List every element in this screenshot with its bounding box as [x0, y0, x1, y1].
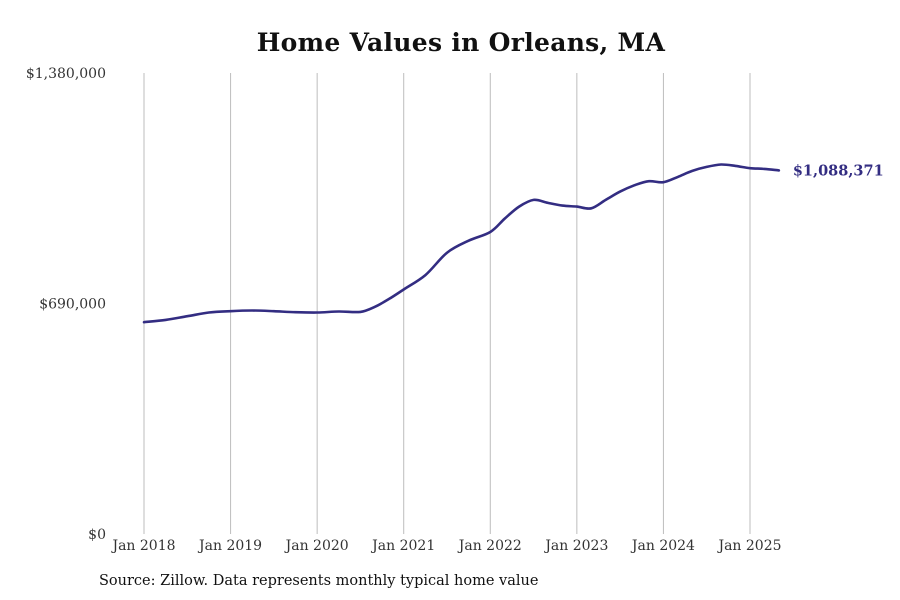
series-line: [142, 163, 781, 324]
y-tick-label: $0: [88, 527, 106, 543]
x-tick-label: Jan 2022: [457, 538, 522, 554]
chart-title: Home Values in Orleans, MA: [256, 28, 666, 57]
data-labels: $1,088,371: [793, 162, 884, 179]
grid-lines: [143, 73, 751, 534]
x-tick-label: Jan 2021: [370, 538, 435, 554]
x-tick-label: Jan 2025: [716, 538, 781, 554]
source-note: Source: Zillow. Data represents monthly …: [99, 573, 539, 589]
series-layer: [142, 163, 781, 324]
x-tick-label: Jan 2023: [543, 538, 608, 554]
y-tick-label: $690,000: [39, 297, 106, 313]
x-tick-label: Jan 2020: [284, 538, 349, 554]
y-tick-label: $1,380,000: [26, 66, 106, 82]
x-tick-label: Jan 2019: [197, 538, 262, 554]
y-axis: $0 $690,000 $1,380,000: [26, 66, 106, 543]
x-axis: Jan 2018 Jan 2019 Jan 2020 Jan 2021 Jan 2022…: [110, 538, 781, 554]
end-value-label: $1,088,371: [793, 162, 884, 179]
x-tick-label: Jan 2018: [110, 538, 175, 554]
x-tick-label: Jan 2024: [630, 538, 695, 554]
